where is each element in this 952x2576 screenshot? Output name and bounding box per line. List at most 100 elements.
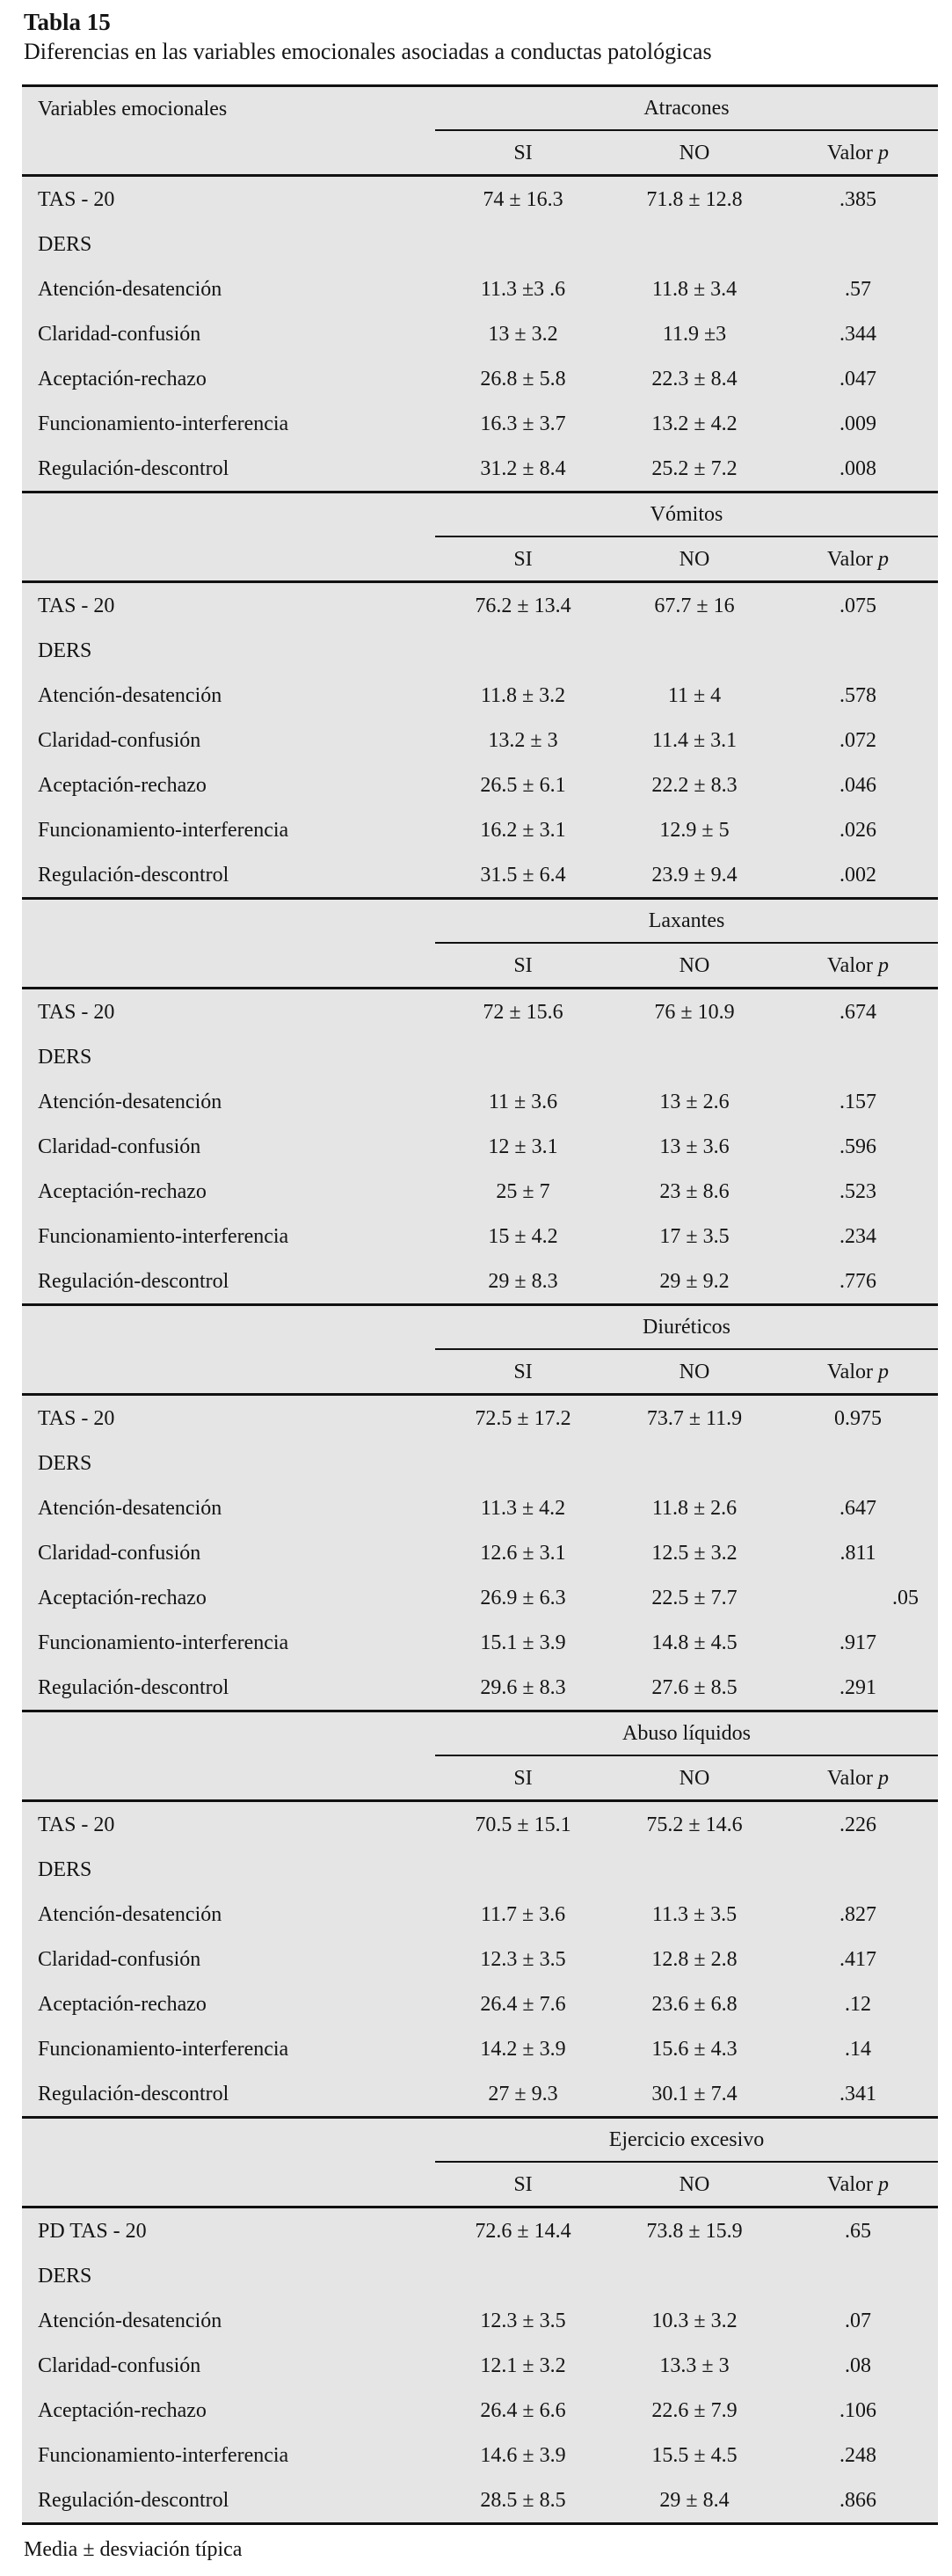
section-rows: PD TAS - 20 72.6 ± 14.4 73.8 ± 15.9 .65 … (22, 2208, 938, 2522)
row-label: Atención-desatención (38, 1090, 222, 1113)
section-header-row: Abuso líquidos (22, 1712, 938, 1756)
table-row: Regulación-descontrol 27 ± 9.3 30.1 ± 7.… (22, 2071, 938, 2116)
column-header-si: SI (513, 1360, 533, 1383)
table-row: Claridad-confusión 12.3 ± 3.5 12.8 ± 2.8… (22, 1937, 938, 1981)
value-si: 31.2 ± 8.4 (480, 456, 566, 480)
value-si: 11.8 ± 3.2 (480, 683, 566, 707)
value-si: 28.5 ± 8.5 (480, 2488, 566, 2512)
column-header-valor-p: Valor p (778, 2174, 938, 2195)
value-si: 11.3 ±3 .6 (480, 277, 566, 301)
row-label: Claridad-confusión (38, 322, 201, 346)
column-header-no: NO (679, 1360, 710, 1383)
section-header-row: Variables emocionales Atracones (22, 87, 938, 131)
value-no: 22.5 ± 7.7 (651, 1586, 738, 1609)
row-label: DERS (38, 2264, 92, 2288)
value-no: 13 ± 2.6 (659, 1090, 730, 1113)
value-no: 10.3 ± 3.2 (651, 2309, 738, 2332)
table-row: Regulación-descontrol 29.6 ± 8.3 27.6 ± … (22, 1665, 938, 1710)
value-si: 31.5 ± 6.4 (480, 863, 566, 887)
table-row: DERS (22, 1847, 938, 1892)
value-no: 11.8 ± 3.4 (651, 277, 738, 301)
column-header-si: SI (513, 1766, 533, 1790)
value-no: 22.2 ± 8.3 (651, 773, 738, 797)
table-row: Atención-desatención 11.3 ±3 .6 11.8 ± 3… (22, 266, 938, 311)
row-label: TAS - 20 (38, 1000, 115, 1024)
row-label: Regulación-descontrol (38, 2082, 229, 2105)
section-rows: TAS - 20 72.5 ± 17.2 73.7 ± 11.9 0.975 D… (22, 1396, 938, 1710)
page: { "page": { "title": "Tabla 15", "subtit… (0, 8, 952, 2576)
row-label: DERS (38, 1451, 92, 1475)
table-row: Atención-desatención 11 ± 3.6 13 ± 2.6 .… (22, 1079, 938, 1124)
table-footnote: Media ± desviación típica (24, 2538, 243, 2561)
value-no: 13.3 ± 3 (659, 2353, 730, 2377)
value-no: 11.8 ± 2.6 (651, 1496, 738, 1520)
value-no: 13.2 ± 4.2 (651, 412, 738, 435)
behavior-header-label: Laxantes (648, 909, 725, 932)
table-row: Regulación-descontrol 31.5 ± 6.4 23.9 ± … (22, 852, 938, 897)
row-label: Claridad-confusión (38, 1135, 201, 1158)
value-si: 13 ± 3.2 (488, 322, 558, 346)
value-no: 22.6 ± 7.9 (651, 2398, 738, 2422)
row-label: Claridad-confusión (38, 1541, 201, 1565)
value-p: .226 (839, 1813, 876, 1836)
table-section-laxantes: Laxantes SI NO Valor p TAS - 20 72 ± 15.6… (22, 900, 938, 1306)
value-no: 11.9 ±3 (662, 322, 727, 346)
table-row: Aceptación-rechazo 26.5 ± 6.1 22.2 ± 8.3… (22, 763, 938, 807)
value-no: 73.7 ± 11.9 (646, 1406, 743, 1430)
value-p: .341 (839, 2082, 876, 2105)
row-label: Atención-desatención (38, 1902, 222, 1926)
table-row: Aceptación-rechazo 26.4 ± 6.6 22.6 ± 7.9… (22, 2388, 938, 2433)
column-header-no: NO (679, 547, 710, 571)
table-row: Claridad-confusión 13.2 ± 3 11.4 ± 3.1 .… (22, 718, 938, 763)
value-p: .009 (839, 412, 876, 435)
value-p: .417 (839, 1947, 876, 1971)
value-si: 29.6 ± 8.3 (480, 1675, 566, 1699)
value-p: .344 (839, 322, 876, 346)
row-label: Claridad-confusión (38, 2353, 201, 2377)
value-p: .026 (839, 818, 876, 842)
value-si: 25 ± 7 (496, 1179, 550, 1203)
value-p: .65 (845, 2219, 871, 2243)
value-no: 17 ± 3.5 (659, 1224, 730, 1248)
table-section-abuso-liquidos: Abuso líquidos SI NO Valor p TAS - 20 70.… (22, 1712, 938, 2119)
behavior-header: Vómitos (435, 493, 938, 537)
p-italic-label: p (877, 141, 889, 164)
section-header-row: Laxantes (22, 900, 938, 944)
table-row: Claridad-confusión 12.6 ± 3.1 12.5 ± 3.2… (22, 1530, 938, 1575)
value-no: 71.8 ± 12.8 (646, 187, 743, 211)
row-label: Funcionamiento-interferencia (38, 2037, 289, 2061)
valor-label: Valor (827, 1360, 873, 1383)
behavior-header-label: Ejercicio excesivo (608, 2128, 765, 2151)
table-row: Aceptación-rechazo 26.8 ± 5.8 22.3 ± 8.4… (22, 356, 938, 401)
table-row: Atención-desatención 11.3 ± 4.2 11.8 ± 2… (22, 1485, 938, 1530)
section-rows: TAS - 20 70.5 ± 15.1 75.2 ± 14.6 .226 DE… (22, 1802, 938, 2116)
value-no: 12.9 ± 5 (659, 818, 730, 842)
value-no: 13 ± 3.6 (659, 1135, 730, 1158)
table-row: Claridad-confusión 12.1 ± 3.2 13.3 ± 3 .… (22, 2343, 938, 2388)
row-label: Aceptación-rechazo (38, 367, 207, 390)
row-label: DERS (38, 1045, 92, 1069)
row-label: Aceptación-rechazo (38, 773, 207, 797)
table-row: Atención-desatención 11.8 ± 3.2 11 ± 4 .… (22, 673, 938, 718)
table-number-title: Tabla 15 (24, 9, 111, 35)
value-si: 26.8 ± 5.8 (480, 367, 566, 390)
section-rows: TAS - 20 72 ± 15.6 76 ± 10.9 .674 DERS A… (22, 989, 938, 1303)
row-label: Regulación-descontrol (38, 863, 229, 887)
value-p: .05 (892, 1586, 919, 1609)
value-no: 23 ± 8.6 (659, 1179, 730, 1203)
column-header-row: SI NO Valor p (22, 1756, 938, 1802)
row-label: Funcionamiento-interferencia (38, 2443, 289, 2467)
behavior-header: Ejercicio excesivo (435, 2119, 938, 2163)
value-si: 72.5 ± 17.2 (475, 1406, 571, 1430)
row-label: DERS (38, 232, 92, 256)
table-row: Claridad-confusión 12 ± 3.1 13 ± 3.6 .59… (22, 1124, 938, 1169)
value-p: .106 (839, 2398, 876, 2422)
value-p: .578 (839, 683, 876, 707)
value-si: 12.3 ± 3.5 (480, 1947, 566, 1971)
value-no: 67.7 ± 16 (654, 594, 735, 617)
column-header-si: SI (513, 141, 533, 164)
value-si: 74 ± 16.3 (483, 187, 563, 211)
row-label: TAS - 20 (38, 187, 115, 211)
table-row: PD TAS - 20 72.6 ± 14.4 73.8 ± 15.9 .65 (22, 2208, 938, 2253)
value-no: 23.6 ± 6.8 (651, 1992, 738, 2016)
